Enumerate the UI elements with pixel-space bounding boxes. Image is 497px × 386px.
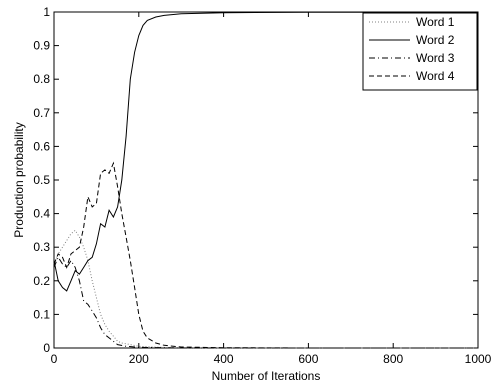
x-axis-label: Number of Iterations — [212, 369, 321, 383]
y-tick-label: 0.5 — [33, 173, 50, 187]
series-line-word-4 — [53, 161, 478, 349]
x-tick-label: 600 — [298, 352, 318, 366]
y-axis-label: Production probability — [12, 122, 26, 237]
y-tick-label: 0.4 — [33, 207, 50, 221]
y-tick-label: 0.3 — [33, 240, 50, 254]
x-tick-label: 0 — [51, 352, 58, 366]
y-tick-label: 0.7 — [33, 106, 50, 120]
y-axis: 0 0.1 0.2 0.3 0.4 0.5 0.6 0.7 0.8 0.9 1 — [33, 5, 478, 355]
legend: Word 1 Word 2 Word 3 Word 4 — [362, 12, 478, 91]
y-tick-label: 0 — [43, 341, 50, 355]
series-line-word-3 — [53, 256, 478, 349]
y-tick-label: 0.2 — [33, 274, 50, 288]
series-line-word-2 — [53, 11, 478, 292]
legend-label: Word 3 — [416, 51, 455, 65]
legend-box — [362, 12, 478, 91]
y-tick-label: 0.1 — [33, 307, 50, 321]
y-tick-label: 0.8 — [33, 72, 50, 86]
x-axis: 0 200 400 600 800 1000 — [51, 12, 492, 366]
x-tick-label: 800 — [383, 352, 403, 366]
y-tick-label: 1 — [43, 5, 50, 19]
legend-label: Word 4 — [416, 69, 455, 83]
x-tick-label: 400 — [214, 352, 234, 366]
x-tick-label: 200 — [129, 352, 149, 366]
y-tick-label: 0.9 — [33, 39, 50, 53]
legend-label: Word 1 — [416, 15, 455, 29]
y-tick-label: 0.6 — [33, 139, 50, 153]
x-tick-label: 1000 — [465, 352, 492, 366]
series-layer — [53, 11, 478, 349]
legend-label: Word 2 — [416, 33, 455, 47]
